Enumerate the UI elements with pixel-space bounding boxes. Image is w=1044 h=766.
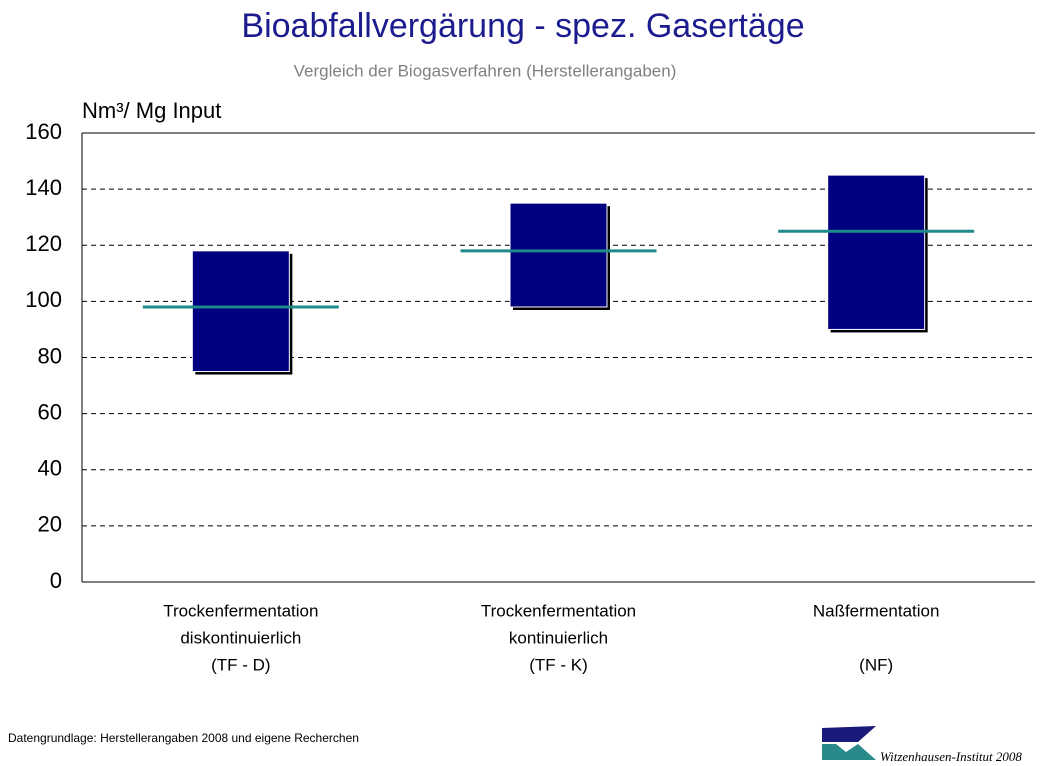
chart-subtitle: Vergleich der Biogasverfahren (Herstelle… <box>294 61 677 80</box>
logo-text: Witzenhausen-Institut 2008 <box>880 749 1022 764</box>
logo-shape <box>836 744 858 752</box>
logo <box>822 726 876 760</box>
y-tick-label: 120 <box>25 231 62 256</box>
y-tick-label: 80 <box>38 343 62 368</box>
source-note: Datengrundlage: Herstellerangaben 2008 u… <box>8 731 359 745</box>
x-tick-label: Naßfermentation <box>813 601 940 620</box>
y-tick-label: 160 <box>25 119 62 144</box>
x-tick-label: Trockenfermentation <box>163 601 318 620</box>
x-tick-label: diskontinuierlich <box>180 628 301 647</box>
range-bar <box>509 202 608 308</box>
logo-shape <box>822 726 876 742</box>
y-tick-label: 20 <box>38 512 62 537</box>
y-tick-label: 60 <box>38 399 62 424</box>
x-tick-label: Trockenfermentation <box>481 601 636 620</box>
x-tick-label: (NF) <box>859 655 893 674</box>
y-tick-label: 140 <box>25 175 62 200</box>
y-tick-label: 40 <box>38 456 62 481</box>
x-tick-label: (TF - D) <box>211 655 270 674</box>
x-tick-label: (TF - K) <box>529 655 588 674</box>
y-tick-label: 0 <box>50 568 62 593</box>
range-bar <box>827 174 926 330</box>
chart-title: Bioabfallvergärung - spez. Gasertäge <box>241 7 804 45</box>
logo-shape <box>822 744 876 760</box>
y-axis-label: Nm³/ Mg Input <box>82 98 221 123</box>
y-tick-label: 100 <box>25 287 62 312</box>
range-bar <box>191 250 290 373</box>
x-tick-label: kontinuierlich <box>509 628 608 647</box>
